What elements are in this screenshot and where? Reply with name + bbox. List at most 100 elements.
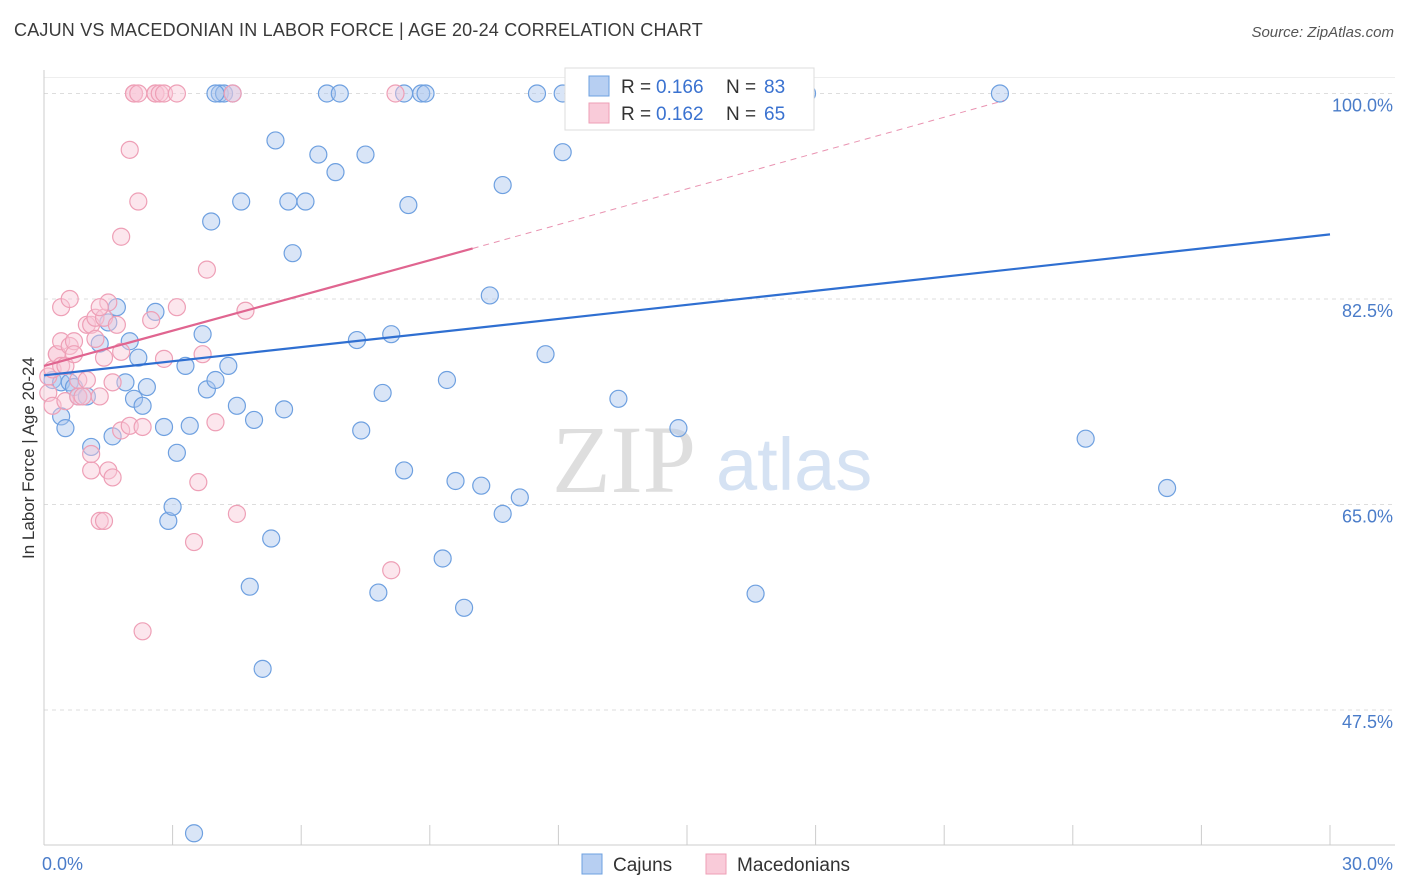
- cajun-point: [206, 84, 225, 103]
- cajun-point: [433, 549, 452, 568]
- cajun-point: [493, 175, 512, 195]
- macedonian-point: [82, 461, 101, 480]
- macedonian-point: [103, 468, 122, 487]
- cajun-point: [669, 419, 688, 438]
- cajun-point: [56, 419, 75, 438]
- cajun-point: [219, 356, 238, 376]
- cajun-point: [416, 84, 435, 103]
- cajun-point: [317, 84, 337, 103]
- macedonian-point: [129, 84, 148, 103]
- cajun-point: [326, 163, 345, 182]
- legend-stats: R = 0.166 N = 83 R = 0.162 N = 65: [564, 67, 815, 131]
- macedonian-point: [154, 84, 174, 103]
- y-tick-label: 82.5%: [1342, 301, 1393, 321]
- legend-bottom-swatch-macedonians: [705, 853, 727, 875]
- macedonian-point: [167, 84, 186, 103]
- gridlines: [44, 76, 1395, 711]
- cajun-point: [159, 511, 178, 531]
- cajun-point: [206, 370, 225, 390]
- cajun-point: [176, 356, 195, 376]
- macedonian-point: [223, 84, 242, 103]
- data-points: [39, 84, 1177, 843]
- macedonian-point: [82, 444, 101, 464]
- cajun-point: [527, 84, 547, 103]
- macedonian-trend-line: [43, 247, 473, 367]
- cajun-point: [227, 396, 246, 415]
- cajun-point: [446, 471, 465, 491]
- legend-bottom-label-cajuns: Cajuns: [613, 855, 672, 876]
- cajun-point: [137, 377, 156, 397]
- cajun-point: [493, 504, 512, 523]
- legend-bottom-label-macedonians: Macedonians: [737, 855, 850, 876]
- macedonian-point: [142, 311, 161, 330]
- x-tick-label: 0.0%: [42, 854, 83, 874]
- cajun-point: [240, 577, 259, 596]
- cajun-point: [437, 370, 457, 390]
- y-tick-label: 100.0%: [1332, 95, 1393, 115]
- legend-n-value-macedonians: 65: [764, 104, 785, 125]
- legend-r-label-cajuns: R =: [621, 77, 651, 98]
- macedonian-point: [90, 387, 109, 406]
- legend-n-label-macedonians: N =: [726, 104, 756, 125]
- cajun-point: [454, 598, 474, 617]
- macedonian-point: [386, 84, 405, 103]
- watermark-atlas: atlas: [716, 423, 872, 506]
- macedonian-point: [129, 192, 148, 211]
- cajun-point: [1158, 478, 1177, 498]
- cajun-point: [536, 345, 555, 364]
- chart-title: CAJUN VS MACEDONIAN IN LABOR FORCE | AGE…: [14, 20, 703, 40]
- legend-r-value-macedonians: 0.162: [656, 104, 704, 125]
- x-tick-label: 30.0%: [1342, 854, 1393, 874]
- macedonian-point: [382, 561, 401, 580]
- legend-series: Cajuns Macedonians: [581, 853, 850, 876]
- macedonian-point: [120, 416, 139, 435]
- macedonian-point: [64, 332, 84, 351]
- cajun-point: [394, 461, 414, 480]
- cajun-point: [369, 583, 388, 602]
- macedonian-point: [112, 227, 131, 246]
- watermark: ZIP atlas: [552, 406, 872, 513]
- macedonian-point: [103, 373, 122, 392]
- watermark-zip: ZIP: [552, 406, 696, 513]
- macedonian-point: [193, 345, 212, 364]
- legend-swatch-macedonians: [588, 102, 610, 124]
- macedonian-point: [77, 370, 96, 390]
- cajun-point: [266, 131, 285, 150]
- cajun-point: [232, 192, 251, 211]
- y-tick-label: 47.5%: [1342, 712, 1393, 732]
- cajun-point: [253, 659, 272, 678]
- macedonian-point: [133, 417, 152, 437]
- source-label: Source: ZipAtlas.com: [1251, 24, 1394, 41]
- macedonian-point: [60, 289, 79, 309]
- legend-n-label-cajuns: N =: [726, 77, 756, 98]
- macedonian-point: [133, 622, 152, 641]
- macedonian-point: [90, 298, 109, 317]
- cajun-point: [746, 584, 765, 603]
- cajun-point: [82, 437, 101, 457]
- legend-bottom-swatch-cajuns: [581, 853, 603, 875]
- cajun-point: [184, 824, 204, 843]
- cajun-point: [279, 192, 298, 211]
- trend-lines: [43, 100, 1331, 377]
- cajun-point: [129, 348, 148, 367]
- macedonian-point: [99, 293, 118, 312]
- cajun-point: [193, 325, 212, 344]
- macedonian-point: [112, 421, 131, 440]
- axes: [43, 70, 1395, 846]
- cajun-point: [472, 476, 491, 495]
- macedonian-point: [227, 504, 246, 523]
- y-tick-label: 65.0%: [1342, 506, 1393, 526]
- cajun-point: [356, 145, 375, 164]
- macedonian-point: [167, 298, 186, 317]
- cajun-point: [1076, 429, 1095, 448]
- cajun-point: [553, 143, 572, 162]
- cajun-point: [202, 212, 221, 231]
- cajun-point: [373, 383, 392, 403]
- macedonian-point: [107, 315, 126, 334]
- cajun-point: [480, 286, 499, 305]
- cajun-point: [262, 529, 281, 548]
- y-axis-title: In Labor Force | Age 20-24: [19, 357, 38, 559]
- cajun-point: [180, 416, 199, 435]
- cajun-point: [330, 84, 349, 103]
